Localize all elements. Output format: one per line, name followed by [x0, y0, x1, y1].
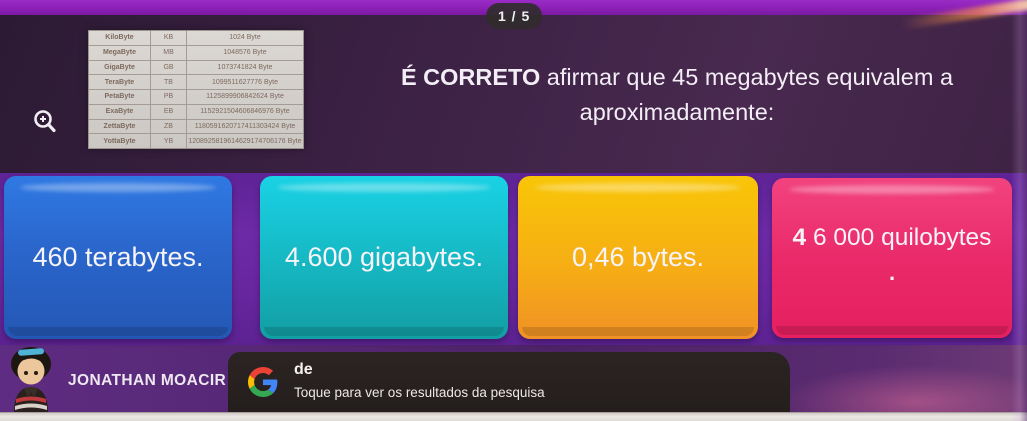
abbr-cell: EB [151, 104, 187, 119]
unit-cell: PetaByte [89, 90, 151, 104]
question-rest: afirmar que 45 megabytes equivalem a apr… [540, 64, 954, 125]
table-row: ExaByte EB 1152921504606846976 Byte [89, 104, 303, 120]
bytes-cell: 1048576 Byte [223, 49, 267, 57]
answer-label: 4 6 000 quilobytes [793, 224, 992, 252]
table-row: PetaByte PB 1125899906842624 Byte [89, 90, 303, 105]
screen-glare [767, 362, 1027, 421]
answer-label: 4.600 gigabytes. [284, 242, 484, 272]
abbr-cell: PB [151, 90, 187, 104]
answer-option-4[interactable]: 4 6 000 quilobytes . [772, 178, 1012, 338]
abbr-cell: ZB [151, 119, 187, 134]
abbr-cell: GB [151, 60, 187, 75]
bytes-cell: 1024 Byte [229, 34, 261, 42]
bytes-cell: 1125899906842624 Byte [206, 93, 284, 101]
unit-cell: KiloByte [89, 31, 151, 45]
abbr-cell: KB [151, 31, 187, 45]
bytes-cell: 1208925819614629174706176 Byte [188, 137, 302, 145]
answer-label-bold: 4 [792, 224, 807, 251]
bytes-cell: 1180591620717411303424 Byte [194, 122, 296, 130]
bytes-cell: 1099511627776 Byte [211, 78, 279, 86]
unit-cell: ZettaByte [89, 119, 151, 134]
bytes-cell: 1152921504606846976 Byte [200, 108, 290, 116]
zoom-in-icon[interactable] [31, 108, 59, 136]
unit-cell: ExaByte [89, 104, 151, 119]
abbr-cell: TB [151, 75, 187, 89]
abbr-cell: YB [151, 134, 187, 148]
search-overlay-subtitle: Toque para ver os resultados da pesquisa [294, 385, 545, 400]
table-row: TeraByte TB 1099511627776 Byte [89, 75, 303, 90]
answer-label-line2: . [888, 260, 896, 285]
screen-bezel-edge [1011, 0, 1027, 421]
table-row: MegaByte MB 1048576 Byte [89, 45, 303, 61]
player-name: JONATHAN MOACIR L [68, 372, 226, 389]
unit-cell: MegaByte [89, 45, 151, 60]
abbr-cell: MB [151, 45, 187, 60]
byte-conversion-table: KiloByte KB 1024 Byte MegaByte MB 104857… [88, 30, 304, 149]
google-logo-icon [248, 367, 278, 397]
player-avatar [2, 342, 60, 412]
answer-label: 460 terabytes. [32, 242, 204, 272]
unit-cell: YottaByte [89, 134, 151, 148]
table-row: YottaByte YB 1208925819614629174706176 B… [89, 134, 303, 148]
unit-cell: TeraByte [89, 75, 151, 89]
answer-label: 0,46 bytes. [571, 242, 705, 272]
table-row: ZettaByte ZB 1180591620717411303424 Byte [89, 119, 303, 135]
question-emphasis: É CORRETO [400, 64, 541, 90]
google-search-overlay[interactable]: de Toque para ver os resultados da pesqu… [228, 352, 790, 412]
table-row: KiloByte KB 1024 Byte [89, 31, 303, 46]
answer-option-3[interactable]: 0,46 bytes. [518, 176, 758, 339]
unit-cell: GigaByte [89, 60, 151, 75]
answer-option-1[interactable]: 460 terabytes. [4, 176, 232, 339]
question-text: É CORRETO afirmar que 45 megabytes equiv… [378, 60, 976, 130]
answer-option-2[interactable]: 4.600 gigabytes. [260, 176, 508, 339]
bottom-sheet-edge [0, 412, 1027, 421]
bytes-cell: 1073741824 Byte [217, 63, 273, 71]
answer-label-rest: 6 000 quilobytes [806, 224, 992, 251]
search-overlay-title: de [294, 361, 313, 378]
progress-badge: 1 / 5 [486, 3, 543, 29]
table-row: GigaByte GB 1073741824 Byte [89, 60, 303, 76]
